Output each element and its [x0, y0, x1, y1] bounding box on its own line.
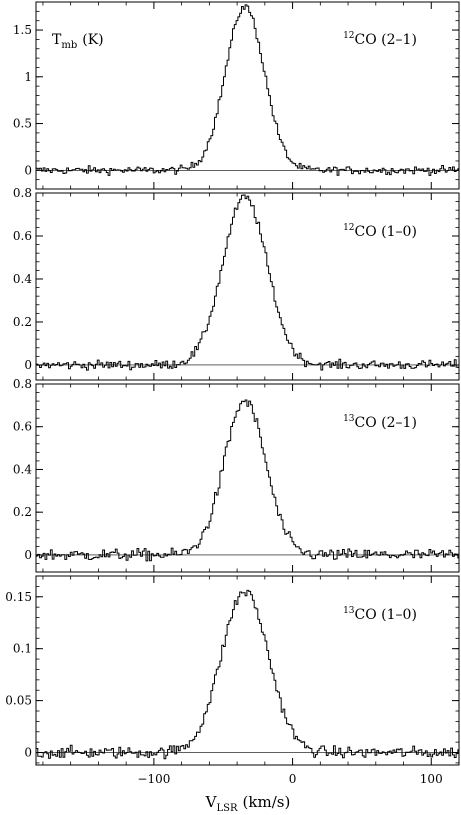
spectrum-line-2: [36, 194, 459, 371]
y-tick-label-1-1: 0.5: [13, 117, 32, 131]
panel-frame-1: [35, 1, 460, 190]
y-axis-label: Tmb (K): [52, 32, 104, 51]
y-tick-label-4-3: 0.15: [5, 590, 32, 604]
x-axis-label: VLSR (km/s): [205, 793, 291, 814]
spectrum-line-3: [36, 399, 459, 562]
x-tick-label-2: 100: [420, 772, 443, 786]
y-tick-label-2-1: 0.2: [13, 315, 32, 329]
y-tick-label-2-2: 0.4: [13, 272, 32, 286]
y-tick-label-1-0: 0: [24, 163, 32, 177]
panel-frame-2: [35, 192, 460, 381]
y-tick-label-3-2: 0.4: [13, 462, 32, 476]
panel-label-4: 13CO (1–0): [343, 606, 417, 623]
panel-frame-3: [35, 383, 460, 573]
y-tick-label-2-3: 0.6: [13, 229, 32, 243]
panel-label-2: 12CO (1–0): [343, 223, 417, 240]
x-tick-label-1: 0: [289, 772, 297, 786]
x-tick-label-0: −100: [137, 772, 170, 786]
spectrum-line-1: [36, 4, 459, 176]
panel-frame-4: [35, 575, 460, 766]
panel-label-3: 13CO (2–1): [343, 414, 417, 431]
y-tick-label-1-2: 1: [24, 70, 32, 84]
y-tick-label-2-4: 0.8: [13, 186, 32, 200]
y-tick-label-3-1: 0.2: [13, 505, 32, 519]
spectrum-line-4: [36, 589, 459, 760]
y-tick-label-3-0: 0: [24, 548, 32, 562]
y-tick-label-4-2: 0.1: [13, 642, 32, 656]
y-tick-label-4-0: 0: [24, 746, 32, 760]
y-tick-label-2-0: 0: [24, 358, 32, 372]
y-tick-label-3-3: 0.6: [13, 420, 32, 434]
y-tick-label-3-4: 0.8: [13, 377, 32, 391]
y-tick-label-4-1: 0.05: [5, 694, 32, 708]
panel-label-1: 12CO (2–1): [343, 31, 417, 48]
y-tick-label-1-3: 1.5: [13, 23, 32, 37]
panels-group: 0 0.5 1 1.5 0 0.2 0.4 0.6 0.8 0 0.2 0.4 0.6 0.8 0 0.05 0…: [5, 1, 460, 786]
